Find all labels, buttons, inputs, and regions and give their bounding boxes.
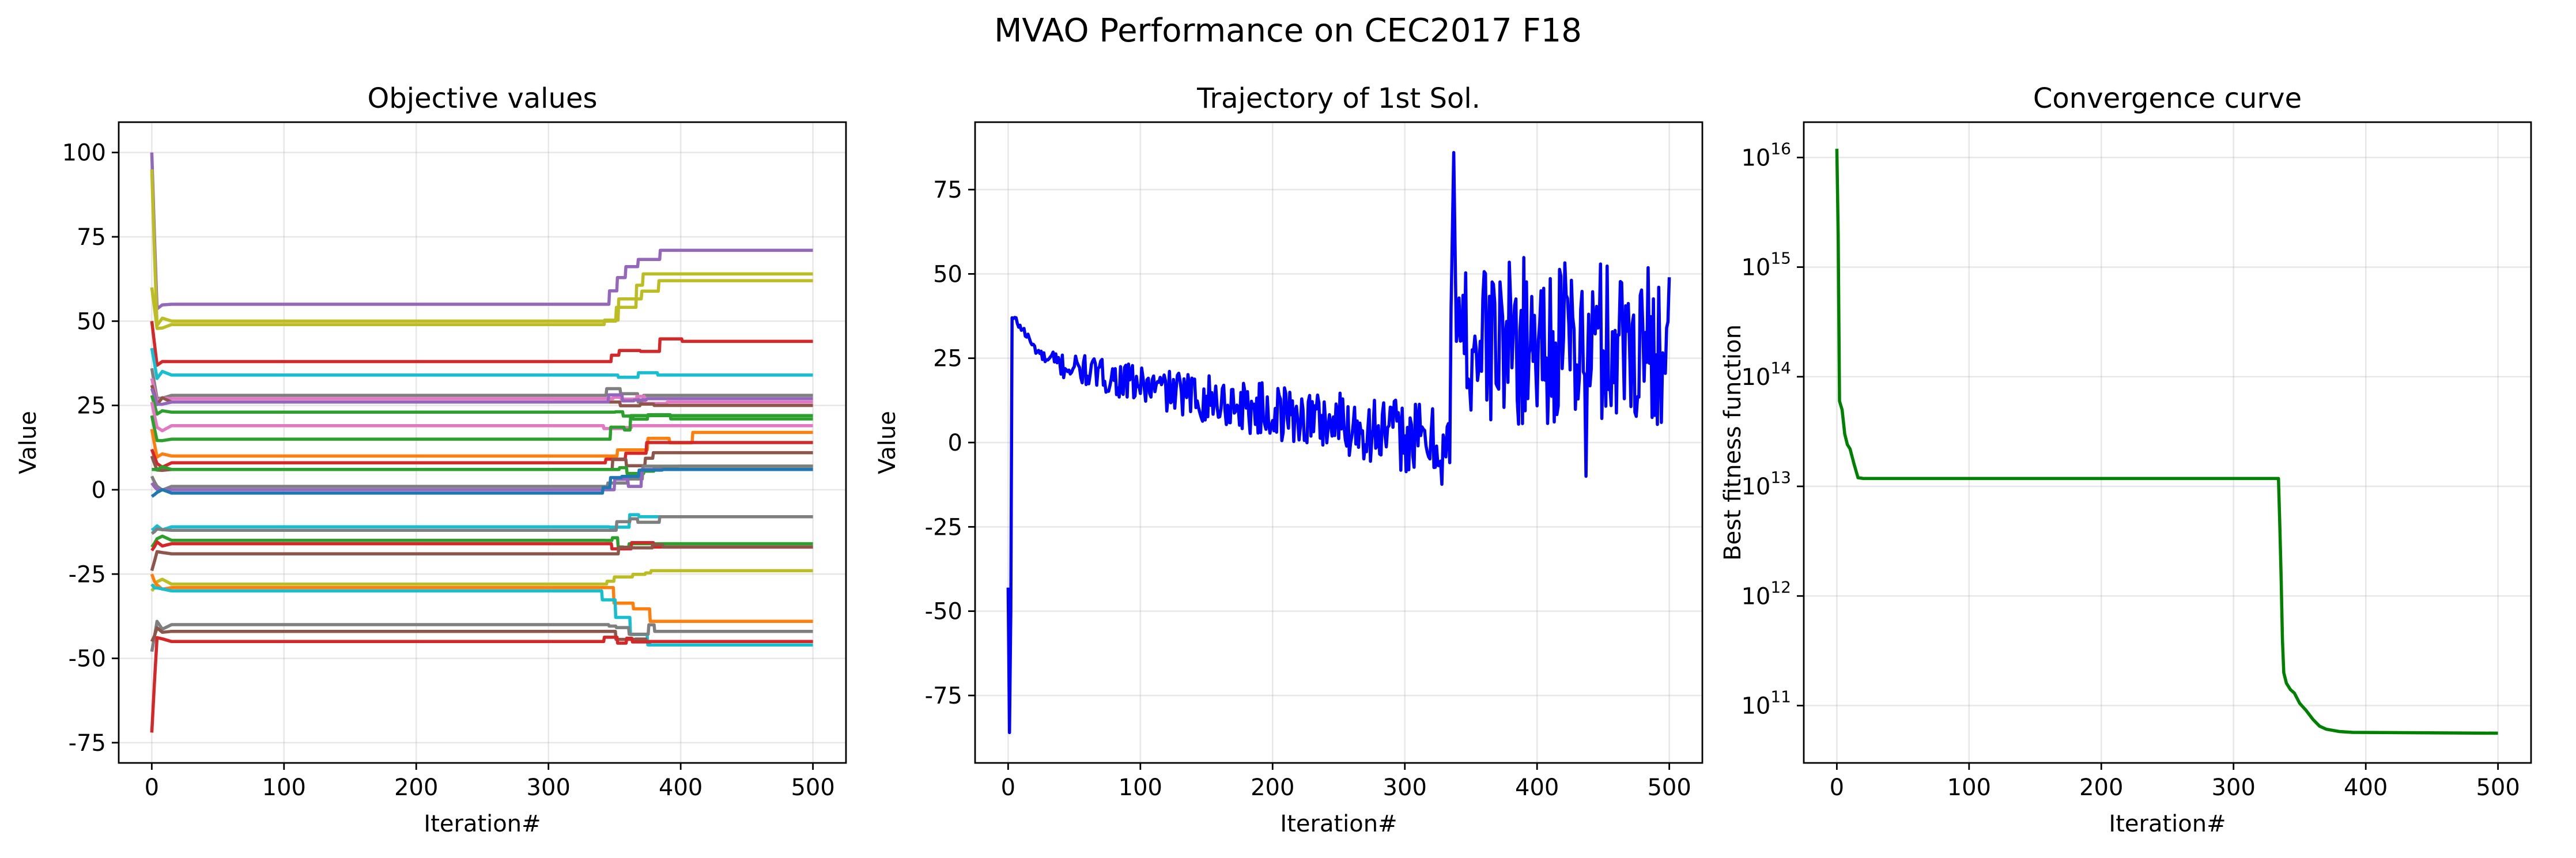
panel-2-ticks: 0 100 200 300 400 500 -75 -50 -25 0 25 50 75 bbox=[925, 177, 1691, 801]
y-tick-label: -50 bbox=[925, 599, 962, 625]
panel-3-title: Convergence curve bbox=[2033, 82, 2302, 115]
y-tick-label: 1013 bbox=[1741, 468, 1791, 500]
objective-series-line bbox=[150, 414, 813, 443]
y-tick-label: -25 bbox=[69, 561, 106, 588]
x-tick-label: 200 bbox=[1251, 774, 1294, 801]
x-tick-label: 200 bbox=[2079, 774, 2123, 801]
figure-title: MVAO Performance on CEC2017 F18 bbox=[994, 12, 1582, 50]
panel-objective-values: 0 100 200 300 400 500 -75 -50 -25 0 25 50 75 100 Obje… bbox=[15, 82, 847, 837]
x-tick-label: 300 bbox=[1383, 774, 1427, 801]
objective-series-line bbox=[150, 573, 813, 623]
y-tick-base: 10 bbox=[1741, 474, 1770, 500]
objective-series-line bbox=[150, 619, 813, 652]
y-tick-base: 10 bbox=[1741, 364, 1770, 391]
panel-3-ylabel: Best fitness function bbox=[1720, 324, 1746, 561]
x-tick-label: 500 bbox=[1647, 774, 1691, 801]
y-tick-exponent: 14 bbox=[1770, 358, 1791, 377]
objective-series-line bbox=[150, 626, 813, 644]
panel-3-frame bbox=[1803, 121, 2532, 764]
panel-1-ylabel: Value bbox=[15, 411, 41, 474]
y-tick-label: 1016 bbox=[1741, 139, 1791, 171]
y-tick-label: 50 bbox=[933, 261, 962, 288]
objective-series-line bbox=[150, 468, 813, 498]
panel-1-series bbox=[150, 152, 813, 733]
objective-series-line bbox=[150, 636, 813, 733]
x-tick-label: 0 bbox=[145, 774, 159, 801]
x-tick-label: 500 bbox=[2476, 774, 2520, 801]
objective-series-line bbox=[150, 152, 813, 311]
objective-series-line bbox=[150, 515, 813, 535]
y-tick-label: 1012 bbox=[1741, 577, 1791, 610]
panel-1-frame bbox=[118, 121, 847, 764]
y-tick-label: 0 bbox=[948, 430, 962, 456]
objective-series-line bbox=[150, 540, 813, 551]
panel-2-grid bbox=[975, 122, 1702, 763]
y-tick-base: 10 bbox=[1741, 583, 1770, 610]
x-tick-label: 200 bbox=[394, 774, 438, 801]
panel-convergence: 0 100 200 300 400 500101110121013101410151016… bbox=[1720, 82, 2532, 837]
objective-series-line bbox=[150, 388, 813, 406]
y-tick-label: 25 bbox=[77, 393, 106, 419]
panel-3-xlabel: Iteration# bbox=[2109, 811, 2226, 837]
panel-trajectory: 0 100 200 300 400 500 -75 -50 -25 0 25 50 75 Traject… bbox=[874, 82, 1704, 837]
y-tick-label: 1015 bbox=[1741, 249, 1791, 281]
x-tick-label: 400 bbox=[659, 774, 702, 801]
panel-2-title: Trajectory of 1st Sol. bbox=[1196, 82, 1480, 115]
panel-2-series bbox=[1006, 150, 1671, 735]
y-tick-label: -75 bbox=[925, 683, 962, 709]
y-tick-base: 10 bbox=[1741, 255, 1770, 281]
convergence-line bbox=[1835, 149, 2498, 735]
x-tick-label: 0 bbox=[1830, 774, 1844, 801]
objective-series-line bbox=[150, 347, 813, 380]
x-tick-label: 300 bbox=[2212, 774, 2256, 801]
y-tick-label: 1011 bbox=[1741, 687, 1791, 720]
y-tick-exponent: 12 bbox=[1770, 577, 1791, 596]
objective-series-line bbox=[150, 320, 813, 367]
x-tick-label: 500 bbox=[791, 774, 834, 801]
x-tick-label: 300 bbox=[527, 774, 571, 801]
x-tick-label: 100 bbox=[262, 774, 306, 801]
x-tick-label: 0 bbox=[1001, 774, 1015, 801]
y-tick-label: 75 bbox=[933, 177, 962, 203]
y-tick-label: 0 bbox=[92, 477, 106, 504]
y-tick-exponent: 13 bbox=[1770, 468, 1791, 487]
objective-series-line bbox=[150, 569, 813, 592]
y-tick-label: -75 bbox=[69, 730, 106, 757]
x-tick-label: 100 bbox=[1119, 774, 1162, 801]
objective-series-line bbox=[150, 543, 813, 572]
y-tick-label: -50 bbox=[69, 646, 106, 672]
trajectory-line bbox=[1006, 150, 1671, 735]
x-tick-label: 400 bbox=[1515, 774, 1559, 801]
x-tick-label: 400 bbox=[2344, 774, 2388, 801]
y-tick-label: 100 bbox=[62, 140, 106, 167]
objective-series-line bbox=[150, 368, 813, 404]
x-tick-label: 100 bbox=[1947, 774, 1991, 801]
y-tick-label: 1014 bbox=[1741, 358, 1791, 391]
panel-1-title: Objective values bbox=[368, 82, 598, 115]
y-tick-label: 25 bbox=[933, 346, 962, 372]
panel-2-xlabel: Iteration# bbox=[1280, 811, 1397, 837]
panel-3-series bbox=[1835, 149, 2498, 735]
panel-1-xlabel: Iteration# bbox=[424, 811, 541, 837]
y-tick-label: 75 bbox=[77, 224, 106, 251]
y-tick-exponent: 15 bbox=[1770, 249, 1791, 268]
panel-1-ticks: 0 100 200 300 400 500 -75 -50 -25 0 25 50 75 100 bbox=[62, 140, 835, 801]
objective-series-line bbox=[150, 513, 813, 532]
panel-2-ylabel: Value bbox=[874, 411, 901, 474]
y-tick-label: -25 bbox=[925, 514, 962, 540]
objective-series-line bbox=[150, 441, 813, 469]
y-tick-label: 50 bbox=[77, 308, 106, 335]
y-tick-base: 10 bbox=[1741, 145, 1770, 171]
y-tick-base: 10 bbox=[1741, 693, 1770, 720]
y-tick-exponent: 11 bbox=[1770, 687, 1791, 706]
y-tick-exponent: 16 bbox=[1770, 139, 1791, 158]
objective-series-line bbox=[150, 279, 813, 330]
